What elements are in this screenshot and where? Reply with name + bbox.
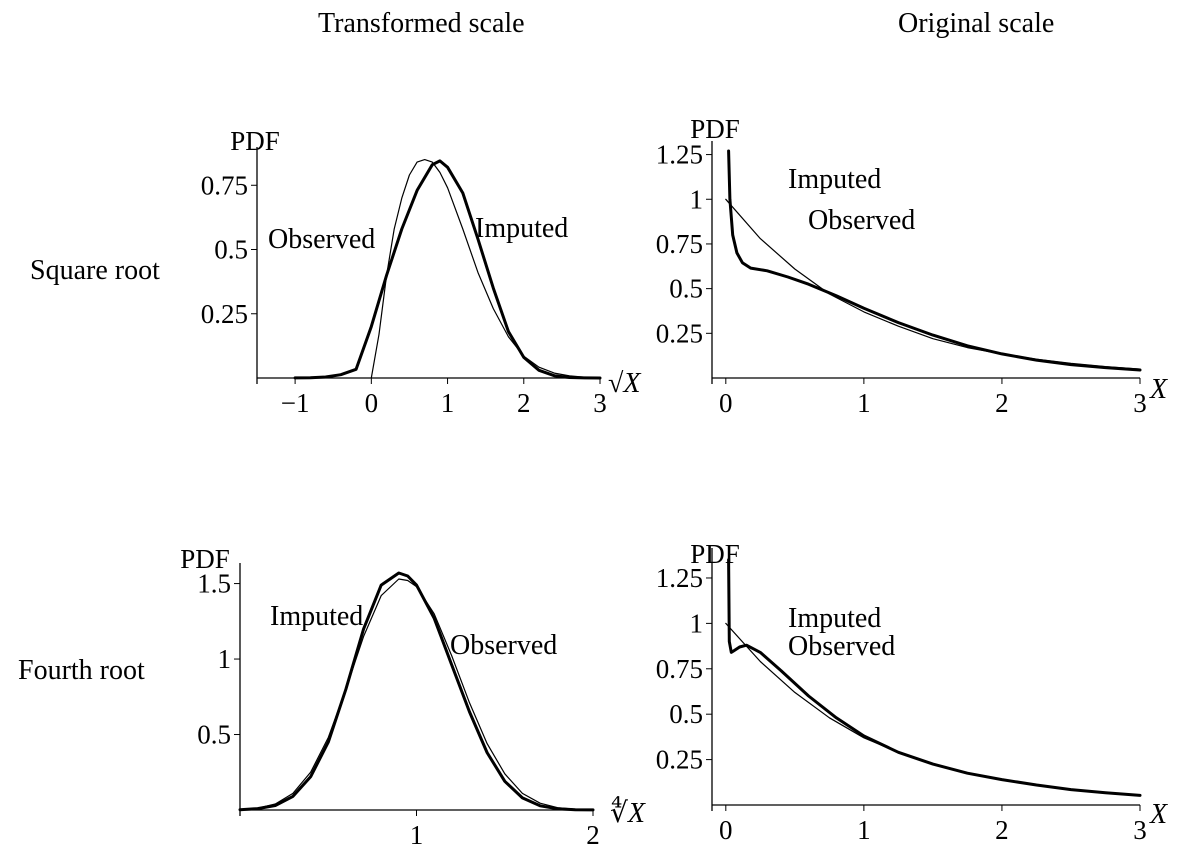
series-line-imputed xyxy=(293,159,602,380)
series-line-observed xyxy=(370,158,601,379)
y-tick-label: 0.75 xyxy=(656,654,703,684)
annotation-imputed: Imputed xyxy=(788,164,881,195)
annotation-imputed: Imputed xyxy=(475,213,568,244)
row-label-fourth-root: Fourth root xyxy=(18,655,145,686)
column-header-transformed: Transformed scale xyxy=(318,8,525,39)
y-tick-label: 0.5 xyxy=(214,235,248,265)
x-axis-label: X xyxy=(1149,374,1168,405)
annotation-observed: Observed xyxy=(268,224,375,255)
annotation-imputed: Imputed xyxy=(270,601,363,632)
y-tick-label: 1.25 xyxy=(656,140,703,170)
x-tick-label: 1 xyxy=(441,388,455,418)
x-tick-label: 3 xyxy=(1133,815,1147,845)
x-axis-label: ∜X xyxy=(610,795,646,829)
x-tick-label: 3 xyxy=(1133,388,1147,418)
y-tick-label: 0.75 xyxy=(201,170,248,200)
series-line-imputed xyxy=(238,571,595,812)
y-axis-label: PDF xyxy=(230,126,280,156)
row-label-square-root: Square root xyxy=(30,255,160,286)
annotation-imputed: Imputed xyxy=(788,603,881,634)
y-axis-label: PDF xyxy=(180,544,230,574)
y-axis-label: PDF xyxy=(690,114,740,144)
x-tick-label: 2 xyxy=(517,388,531,418)
y-axis-label: PDF xyxy=(690,539,740,569)
x-tick-label: 1 xyxy=(857,388,871,418)
series-line-observed xyxy=(725,198,1141,370)
x-tick-label: 3 xyxy=(593,388,607,418)
column-header-original: Original scale xyxy=(898,8,1055,39)
y-tick-label: 0.25 xyxy=(656,318,703,348)
series-line-observed xyxy=(239,578,594,811)
x-tick-label: −1 xyxy=(281,388,310,418)
y-tick-label: 0.5 xyxy=(669,274,703,304)
series-line-imputed xyxy=(727,558,1142,797)
y-tick-label: 0.25 xyxy=(656,745,703,775)
annotation-observed: Observed xyxy=(808,205,915,236)
x-tick-label: 2 xyxy=(586,820,600,850)
y-tick-label: 1 xyxy=(218,644,232,674)
y-tick-label: 0.5 xyxy=(197,720,231,750)
annotation-observed: Observed xyxy=(450,630,557,661)
y-tick-label: 1.5 xyxy=(197,569,231,599)
y-tick-label: 0.5 xyxy=(669,699,703,729)
x-tick-label: 0 xyxy=(365,388,379,418)
y-tick-label: 1 xyxy=(690,184,704,214)
y-tick-label: 0.75 xyxy=(656,229,703,259)
x-axis-label: √X xyxy=(608,368,641,399)
series-line-imputed xyxy=(727,149,1142,372)
x-tick-label: 1 xyxy=(410,820,424,850)
y-tick-label: 1.25 xyxy=(656,563,703,593)
chart-square-root-transformed: −1 0 1 2 3 0.25 0.5 0.75 PDF √X Observed Imputed xyxy=(201,126,642,418)
x-tick-label: 2 xyxy=(995,388,1009,418)
x-axis-label: X xyxy=(1149,799,1168,830)
x-tick-label: 1 xyxy=(857,815,871,845)
x-tick-label: 0 xyxy=(719,388,733,418)
x-tick-label: 0 xyxy=(719,815,733,845)
y-tick-label: 1 xyxy=(690,608,704,638)
y-tick-label: 0.25 xyxy=(201,299,248,329)
annotation-observed: Observed xyxy=(788,631,895,662)
x-tick-label: 2 xyxy=(995,815,1009,845)
